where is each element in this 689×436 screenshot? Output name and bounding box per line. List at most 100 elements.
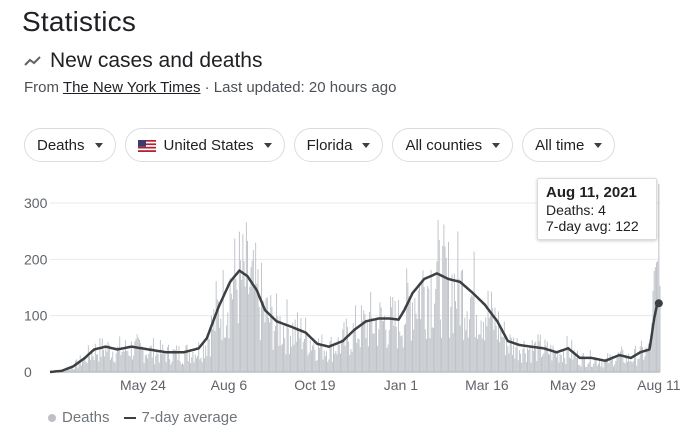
deaths-bar (254, 288, 255, 372)
deaths-bar (647, 343, 649, 372)
deaths-bar (98, 361, 100, 372)
deaths-bar (644, 356, 646, 372)
source-link[interactable]: The New York Times (62, 79, 201, 96)
state-dropdown[interactable]: Florida (293, 128, 384, 162)
deaths-bar (333, 345, 334, 372)
us-flag-icon (137, 139, 156, 152)
deaths-bar (94, 343, 96, 372)
deaths-bar (505, 355, 506, 372)
tooltip-date: Aug 11, 2021 (546, 184, 637, 201)
country-dropdown[interactable]: United States (124, 128, 285, 162)
deaths-bar (392, 296, 394, 372)
deaths-bar (127, 350, 129, 372)
deaths-bar (437, 220, 439, 372)
deaths-bar (101, 338, 103, 372)
deaths-bar (422, 270, 424, 372)
deaths-bar (443, 224, 445, 372)
filter-bar: Deaths United States Florida All countie… (24, 128, 616, 162)
deaths-bar (257, 269, 259, 372)
deaths-bar (395, 326, 397, 372)
deaths-bar (396, 348, 398, 372)
deaths-bar (276, 293, 278, 372)
deaths-bar (527, 348, 529, 372)
deaths-bar (485, 317, 487, 372)
deaths-bar (90, 360, 92, 372)
deaths-bar (314, 349, 316, 372)
deaths-bar (522, 348, 524, 372)
deaths-bar (111, 357, 113, 372)
deaths-bar (269, 322, 271, 372)
deaths-bar (566, 335, 568, 372)
last-updated: · Last updated: 20 hours ago (204, 79, 397, 96)
deaths-bar (265, 298, 267, 372)
deaths-bar (439, 319, 441, 372)
deaths-bar (441, 337, 443, 372)
deaths-bar (468, 319, 470, 372)
chevron-down-icon (492, 142, 501, 148)
chevron-down-icon (362, 142, 371, 148)
deaths-bar (218, 301, 219, 372)
deaths-bar (383, 320, 384, 372)
deaths-bar (119, 336, 121, 372)
deaths-bar (640, 340, 642, 372)
deaths-bar (407, 282, 409, 372)
deaths-bar (173, 349, 175, 372)
time-range-dropdown[interactable]: All time (522, 128, 616, 162)
deaths-bar (587, 364, 589, 372)
deaths-bar (229, 278, 231, 372)
deaths-bar (336, 354, 338, 372)
deaths-bar (91, 352, 93, 372)
x-tick-label: Aug 11 (637, 377, 681, 393)
deaths-bar (568, 357, 570, 372)
deaths-bar (363, 310, 365, 372)
deaths-bar (125, 340, 126, 372)
county-dropdown[interactable]: All counties (392, 128, 514, 162)
legend-item-average[interactable]: 7-day average (123, 409, 237, 426)
deaths-bar (574, 352, 576, 372)
deaths-bar (427, 285, 429, 372)
metric-label: Deaths (37, 136, 85, 154)
deaths-bar (154, 364, 156, 372)
deaths-bar (358, 339, 360, 372)
deaths-bar (170, 364, 172, 372)
deaths-bar (601, 360, 603, 372)
deaths-bar (277, 316, 279, 372)
deaths-bar (331, 361, 333, 372)
deaths-bar (271, 306, 273, 372)
deaths-bar (137, 337, 139, 372)
deaths-bar (628, 353, 630, 372)
deaths-bar (646, 350, 648, 372)
deaths-bar (294, 319, 296, 372)
deaths-bar (450, 306, 452, 372)
metric-dropdown[interactable]: Deaths (24, 128, 116, 162)
deaths-bar (496, 339, 498, 372)
deaths-bar (486, 326, 488, 372)
deaths-bar (155, 355, 157, 372)
deaths-bar (416, 318, 418, 372)
deaths-bar (264, 322, 266, 372)
deaths-bar (517, 360, 519, 372)
deaths-bar (176, 345, 178, 372)
legend-label-deaths: Deaths (62, 409, 110, 426)
deaths-bar (141, 346, 143, 372)
deaths-bar (355, 305, 357, 372)
deaths-bar (500, 325, 502, 372)
deaths-bar (106, 351, 108, 372)
deaths-bar (420, 318, 422, 372)
legend-item-deaths[interactable]: Deaths (48, 409, 110, 426)
deaths-bar (76, 359, 78, 372)
deaths-bar (353, 328, 355, 372)
deaths-bar (414, 298, 416, 372)
deaths-bar (352, 323, 354, 372)
deaths-bar (578, 365, 580, 372)
deaths-bar (530, 362, 532, 372)
deaths-bar (610, 356, 612, 372)
deaths-bar (561, 362, 563, 372)
deaths-bar (71, 367, 73, 372)
deaths-bar (573, 349, 575, 372)
deaths-bar (287, 328, 289, 372)
deaths-bar (129, 356, 131, 372)
deaths-bar (149, 346, 151, 372)
deaths-bar (178, 346, 180, 372)
